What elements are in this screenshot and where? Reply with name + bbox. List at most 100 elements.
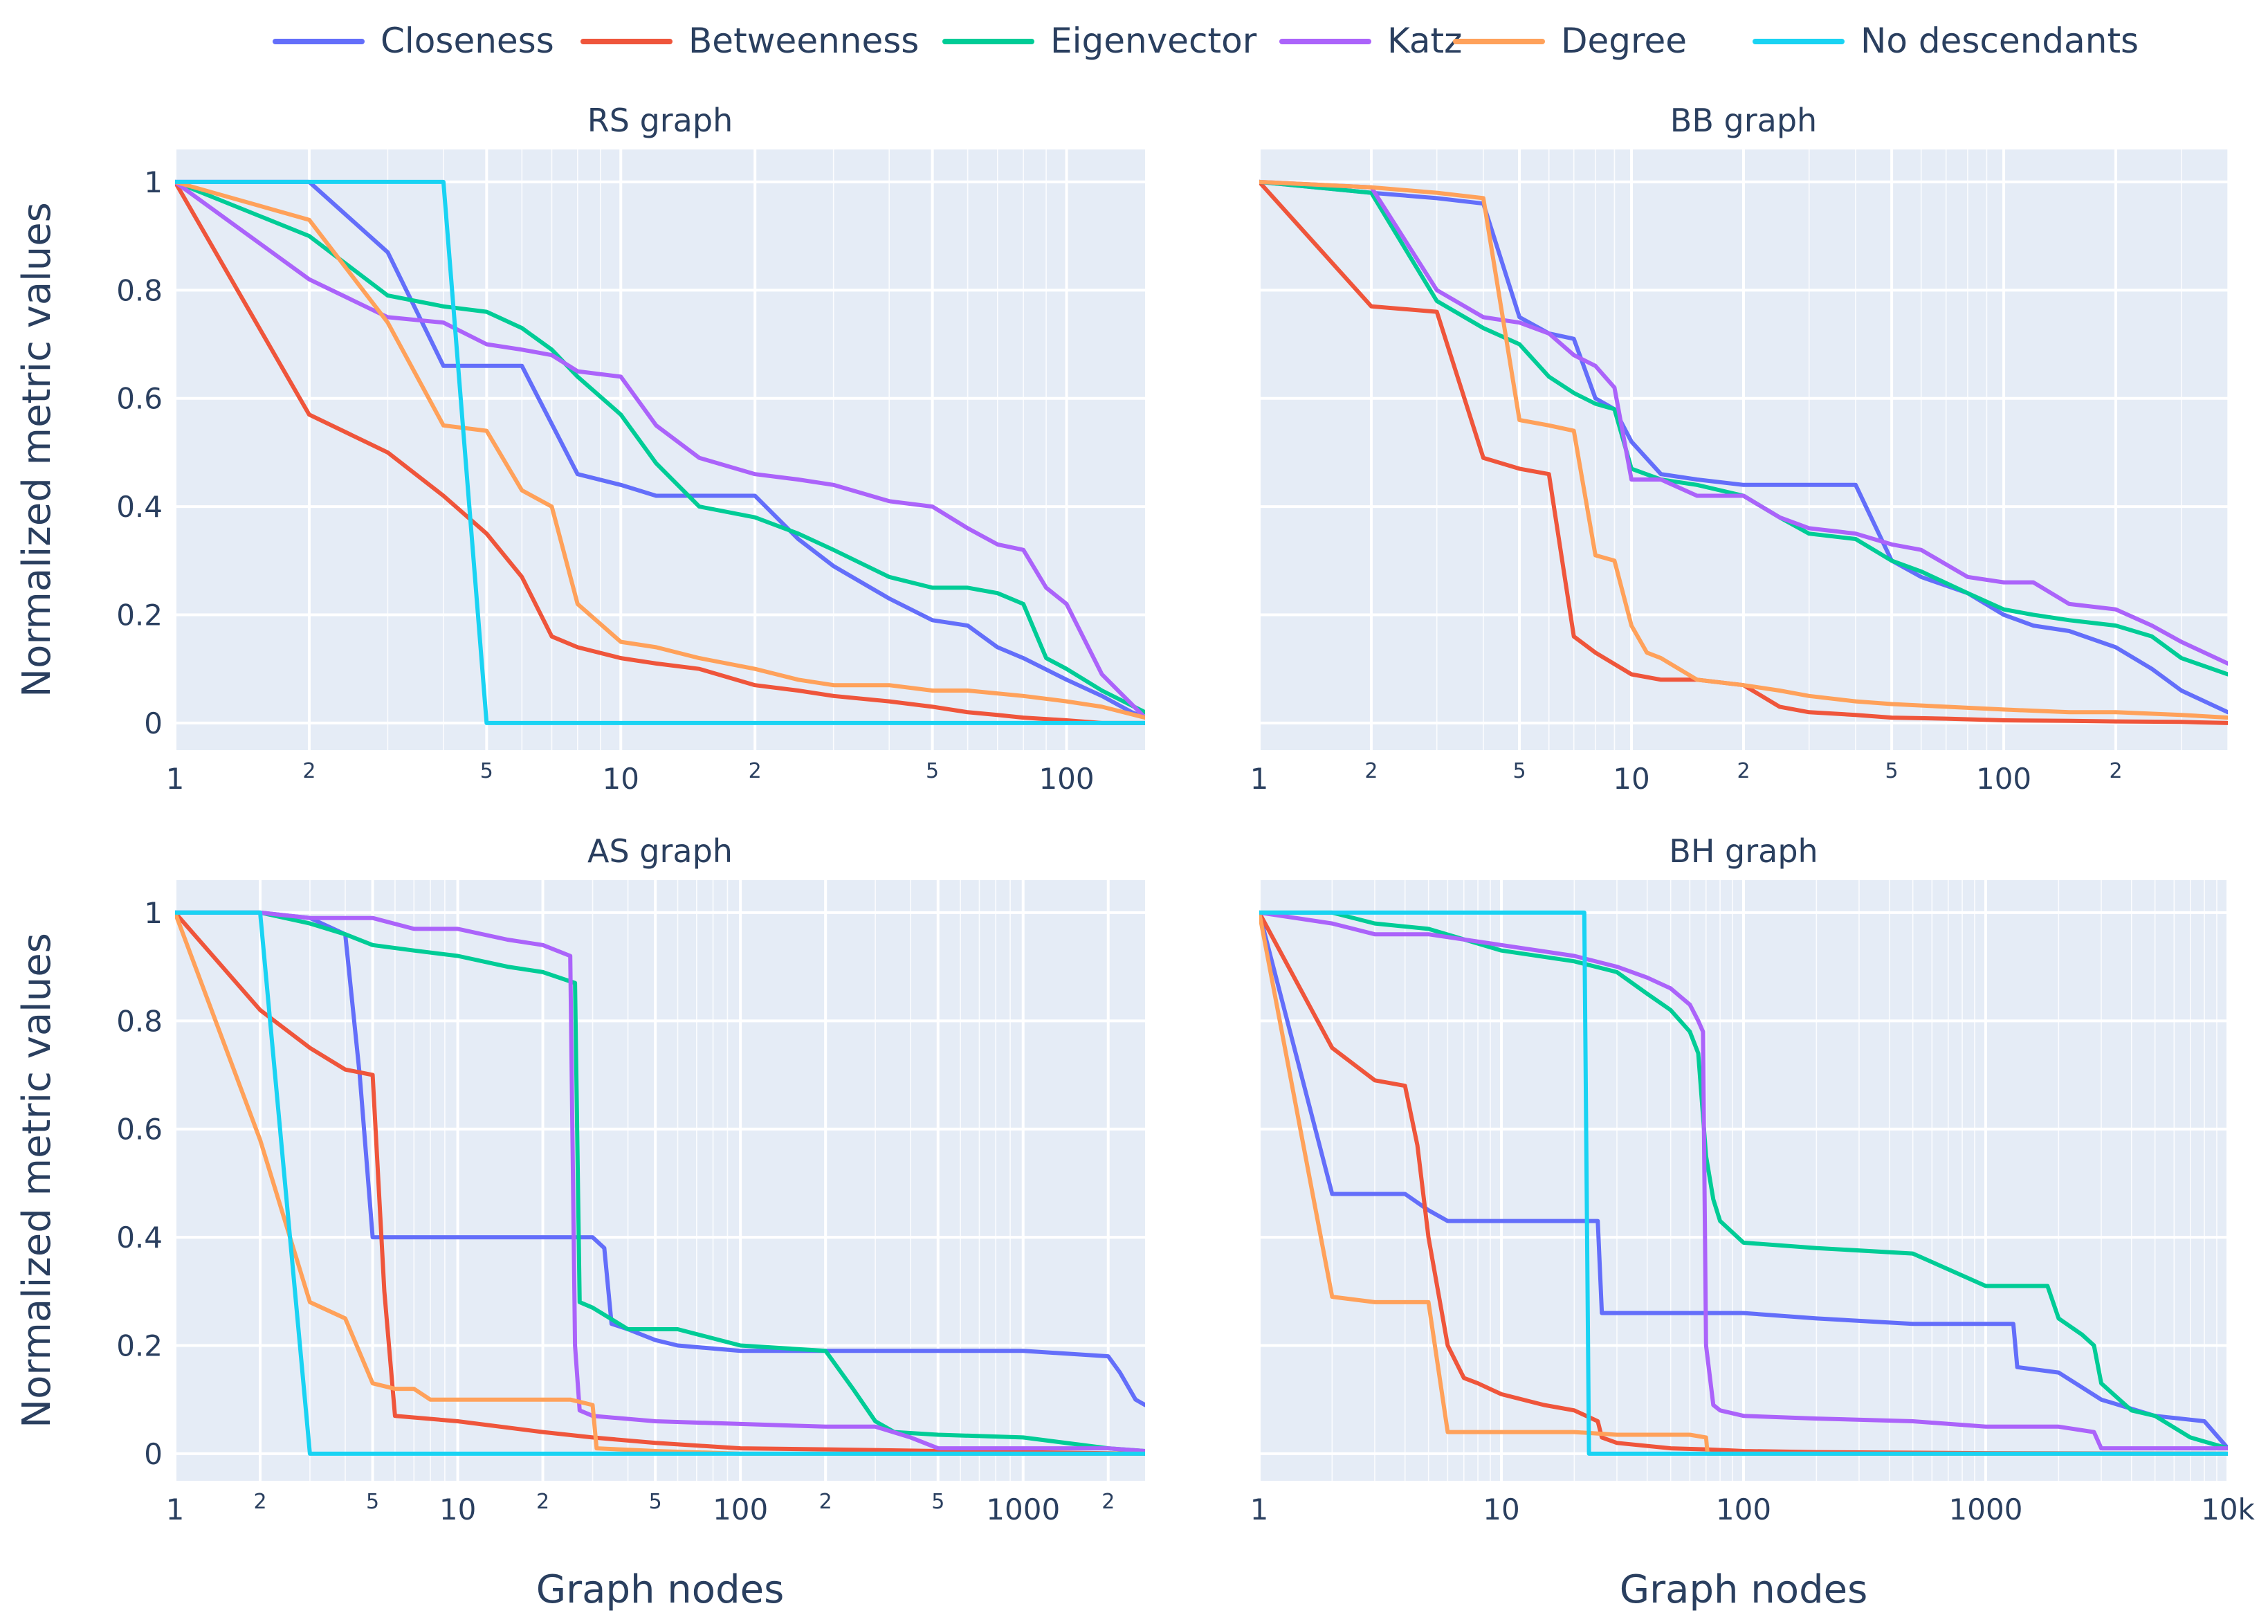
legend-item-no-descendants[interactable]: No descendants <box>1753 21 2139 61</box>
y-tick-label: 1 <box>144 896 163 930</box>
x-tick-label: 1 <box>1250 1493 1269 1526</box>
plot-area <box>175 880 1145 1481</box>
x-tick-label: 5 <box>649 1490 662 1514</box>
series-group <box>175 910 1145 1456</box>
y-tick-label: 0.2 <box>116 1329 163 1363</box>
series-line-degree <box>175 179 1145 720</box>
series-line-closeness <box>1259 910 2228 1451</box>
y-tick-label: 0 <box>144 706 163 740</box>
x-tick-label: 100 <box>1039 762 1094 796</box>
legend-item-katz[interactable]: Katz <box>1279 21 1462 61</box>
legend-label-degree: Degree <box>1561 21 1687 61</box>
gridlines <box>1258 149 2229 750</box>
x-tick-label: 10 <box>1483 1493 1519 1526</box>
x-tick-label: 100 <box>1976 762 2031 796</box>
panel-title: BB graph <box>1670 102 1817 139</box>
series-line-katz <box>175 179 1145 720</box>
x-tick-label: 1 <box>166 762 185 796</box>
series-group <box>1259 910 2228 1456</box>
x-tick-label: 5 <box>480 759 493 783</box>
y-tick-label: 0.2 <box>116 599 163 632</box>
x-tick-labels: 1 2 5 10 2 5 100 2 <box>1250 759 2123 796</box>
gridlines <box>1258 880 2229 1481</box>
x-tick-label: 10k <box>2201 1493 2255 1526</box>
y-tick-label: 0.4 <box>116 490 163 524</box>
y-tick-label: 0.8 <box>116 1004 163 1038</box>
series-line-betweenness <box>175 179 1145 725</box>
legend-label-betweenness: Betweenness <box>688 21 919 61</box>
panel-as-graph: 0 0.2 0.4 0.6 0.8 1 1 2 5 10 2 5 100 2 5 1000 2 AS graph G… <box>15 832 1145 1612</box>
x-tick-label: 1 <box>1250 762 1269 796</box>
y-tick-label: 0.4 <box>116 1221 163 1255</box>
series-line-no-descendants <box>175 179 1145 725</box>
panel-bh-graph: 1 10 100 1000 10k BH graph Graph nodes <box>1250 832 2256 1612</box>
x-tick-label: 5 <box>1513 759 1526 783</box>
x-tick-label: 2 <box>536 1490 549 1514</box>
legend-item-degree[interactable]: Degree <box>1453 21 1687 61</box>
series-line-katz <box>1259 910 2228 1451</box>
y-tick-label: 1 <box>144 165 163 199</box>
legend-label-eigenvector: Eigenvector <box>1050 21 1257 61</box>
x-tick-labels: 1 2 5 10 2 5 100 <box>166 759 1095 796</box>
x-tick-label: 2 <box>1737 759 1750 783</box>
series-line-degree <box>1259 179 2228 720</box>
legend-label-katz: Katz <box>1387 21 1462 61</box>
y-tick-labels: 0 0.2 0.4 0.6 0.8 1 <box>116 165 163 740</box>
x-tick-label: 2 <box>253 1490 266 1514</box>
y-tick-label: 0.6 <box>116 1113 163 1147</box>
x-tick-label: 1 <box>166 1493 185 1526</box>
x-tick-label: 5 <box>366 1490 379 1514</box>
series-line-closeness <box>1259 179 2228 715</box>
x-tick-label: 10 <box>439 1493 476 1526</box>
x-tick-label: 5 <box>931 1490 944 1514</box>
x-tick-label: 5 <box>1885 759 1899 783</box>
panel-rs-graph: 0 0.2 0.4 0.6 0.8 1 1 2 5 10 2 5 100 RS graph Normaliz… <box>15 102 1145 796</box>
series-line-degree <box>175 910 1145 1456</box>
legend-item-closeness[interactable]: Closeness <box>273 21 554 61</box>
x-axis-title: Graph nodes <box>536 1567 785 1612</box>
y-tick-label: 0.6 <box>116 382 163 416</box>
series-line-eigenvector <box>175 910 1145 1453</box>
series-line-betweenness <box>175 910 1145 1456</box>
panel-title: BH graph <box>1669 832 1818 870</box>
x-tick-label: 2 <box>749 759 762 783</box>
x-tick-label: 5 <box>926 759 939 783</box>
plot-area <box>175 149 1145 750</box>
x-tick-label: 100 <box>1716 1493 1771 1526</box>
x-tick-label: 100 <box>713 1493 768 1526</box>
legend-label-no-descendants: No descendants <box>1860 21 2139 61</box>
x-tick-label: 2 <box>1364 759 1378 783</box>
panel-bb-graph: 1 2 5 10 2 5 100 2 BB graph <box>1250 102 2229 796</box>
x-tick-label: 2 <box>1101 1490 1115 1514</box>
x-tick-label: 2 <box>819 1490 832 1514</box>
x-tick-label: 10 <box>1613 762 1649 796</box>
y-tick-labels: 0 0.2 0.4 0.6 0.8 1 <box>116 896 163 1471</box>
series-line-no-descendants <box>175 910 1145 1456</box>
x-tick-label: 2 <box>302 759 315 783</box>
y-tick-label: 0 <box>144 1437 163 1471</box>
series-line-katz <box>1259 179 2228 666</box>
legend-label-closeness: Closeness <box>381 21 554 61</box>
y-axis-title: Normalized metric values <box>15 933 60 1428</box>
series-line-katz <box>175 910 1145 1453</box>
series-line-closeness <box>175 179 1145 720</box>
series-line-eigenvector <box>175 179 1145 715</box>
series-group <box>1259 179 2228 725</box>
x-tick-label: 2 <box>2109 759 2122 783</box>
x-tick-label: 1000 <box>1949 1493 2023 1526</box>
legend-item-eigenvector[interactable]: Eigenvector <box>942 21 1257 61</box>
series-line-no-descendants <box>1259 910 2228 1456</box>
legend-item-betweenness[interactable]: Betweenness <box>580 21 919 61</box>
x-tick-label: 1000 <box>986 1493 1060 1526</box>
panel-title: AS graph <box>587 832 733 870</box>
series-line-betweenness <box>1259 910 2228 1456</box>
x-tick-labels: 1 10 100 1000 10k <box>1250 1493 2256 1526</box>
series-line-degree <box>1259 910 2228 1456</box>
y-tick-label: 0.8 <box>116 273 163 307</box>
x-tick-label: 10 <box>603 762 639 796</box>
series-group <box>175 179 1145 725</box>
panel-title: RS graph <box>587 102 733 139</box>
x-tick-labels: 1 2 5 10 2 5 100 2 5 1000 2 <box>166 1490 1115 1526</box>
